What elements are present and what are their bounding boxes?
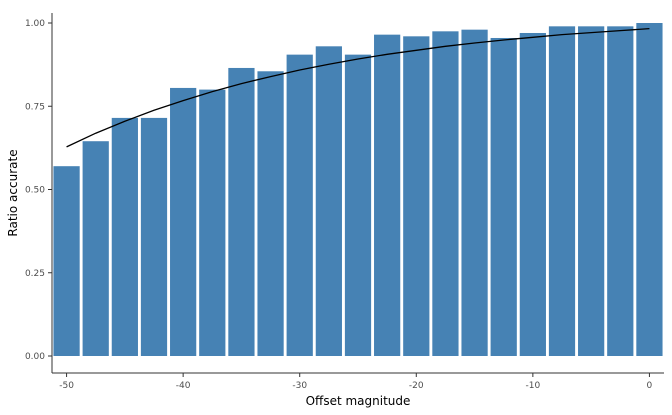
bar	[170, 87, 197, 356]
bar	[548, 26, 576, 357]
x-tick-label: -50	[59, 381, 74, 391]
x-tick-label: -10	[526, 381, 541, 391]
x-tick-label: 0	[647, 381, 653, 391]
bar	[228, 67, 255, 356]
bar	[403, 36, 430, 356]
x-axis-title: Offset magnitude	[306, 394, 411, 408]
y-axis-ticks: 0.00 0.25 0.50 0.75 1.00	[25, 19, 52, 362]
bar	[374, 34, 401, 356]
y-tick-label: 0.25	[25, 269, 45, 279]
y-tick-label: 0.50	[25, 186, 45, 196]
bar	[578, 26, 605, 357]
bar	[607, 26, 634, 357]
bar	[140, 117, 168, 356]
bar	[344, 54, 372, 356]
y-axis-title: Ratio accurate	[6, 149, 20, 236]
bar	[53, 166, 80, 356]
bar	[636, 23, 663, 356]
bar	[286, 54, 313, 356]
x-tick-label: -40	[176, 381, 191, 391]
bar	[199, 89, 226, 356]
bar	[82, 141, 109, 356]
bar	[461, 29, 488, 356]
bar	[519, 32, 546, 357]
fit-curve	[66, 28, 650, 148]
bar	[315, 46, 342, 357]
x-tick-label: -30	[292, 381, 307, 391]
bars-layer	[53, 23, 663, 357]
y-tick-label: 1.00	[25, 19, 45, 29]
bar	[490, 37, 517, 357]
x-tick-label: -20	[409, 381, 424, 391]
bar	[257, 71, 284, 356]
y-tick-label: 0.00	[25, 352, 45, 362]
bar	[111, 117, 138, 356]
x-axis-ticks: -50 -40 -30 -20 -10 0	[59, 373, 653, 391]
bar	[432, 31, 459, 356]
y-tick-label: 0.75	[25, 102, 45, 112]
